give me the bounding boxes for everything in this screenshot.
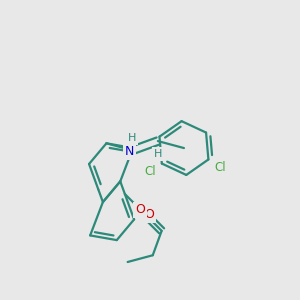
Text: Cl: Cl (144, 165, 156, 178)
Text: H: H (154, 149, 162, 159)
Text: O: O (135, 203, 145, 216)
Text: Cl: Cl (214, 161, 226, 174)
Text: H: H (128, 133, 137, 143)
Text: N: N (125, 145, 135, 158)
Text: O: O (144, 208, 154, 221)
